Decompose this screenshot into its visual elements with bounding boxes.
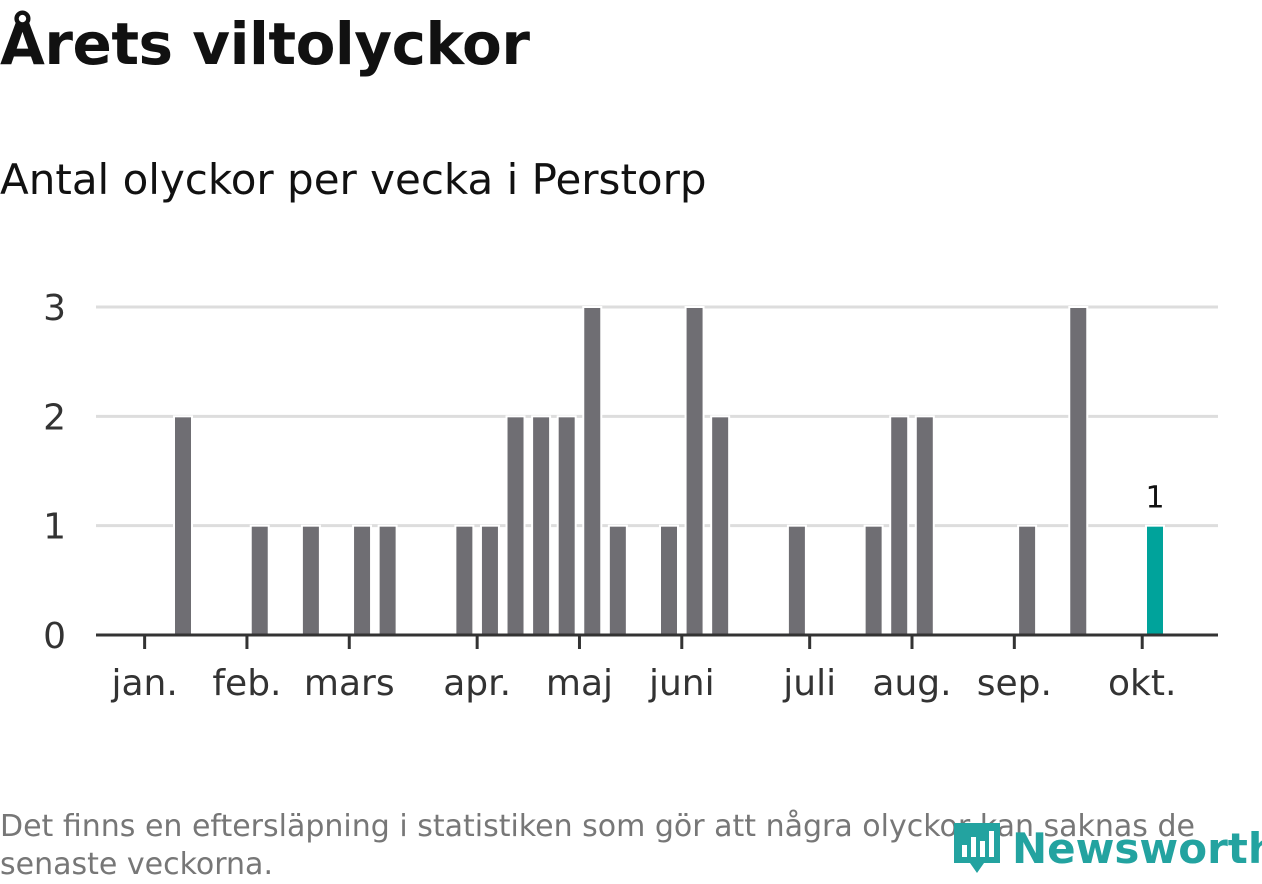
bar — [710, 415, 731, 637]
x-tick-label: sep. — [977, 663, 1052, 704]
y-tick-label: 1 — [43, 507, 66, 548]
bar — [249, 524, 270, 637]
y-tick-label: 2 — [43, 397, 66, 438]
bar — [914, 415, 935, 637]
bar — [1068, 306, 1089, 636]
bar — [531, 415, 552, 637]
bar — [300, 524, 321, 637]
x-tick-label: okt. — [1108, 663, 1176, 704]
newsworthy-logo-icon — [954, 823, 1000, 873]
bar — [454, 524, 475, 637]
x-tick-label: jan. — [110, 663, 177, 704]
chart-subtitle: Antal olyckor per vecka i Perstorp — [0, 155, 707, 204]
y-tick-label: 3 — [43, 288, 66, 329]
bar — [786, 524, 807, 637]
bar — [479, 524, 500, 637]
data-label: 1 — [1145, 481, 1164, 516]
x-tick-label: apr. — [443, 663, 511, 704]
bar — [889, 415, 910, 637]
bar — [582, 306, 603, 636]
bar — [377, 524, 398, 637]
axes — [96, 633, 1218, 649]
bar — [1017, 524, 1038, 637]
bar — [607, 524, 628, 637]
gridlines — [96, 305, 1218, 528]
labels: 0 1 2 3 1 jan. feb. mars apr. maj juni juli aug. sep.… — [43, 288, 1176, 704]
bar — [505, 415, 526, 637]
bar — [173, 415, 193, 637]
bar-chart: 0 1 2 3 1 jan. feb. mars apr. maj juni juli aug. sep.… — [43, 288, 1218, 704]
x-tick-label: feb. — [212, 663, 281, 704]
x-tick-label: aug. — [872, 663, 951, 704]
x-tick-label: juni — [648, 663, 715, 704]
bar — [556, 415, 577, 637]
x-tick-label: maj — [546, 663, 613, 704]
bar — [352, 524, 373, 637]
bar — [684, 306, 705, 636]
bars — [173, 306, 1165, 637]
y-tick-label: 0 — [43, 616, 66, 657]
x-tick-label: juli — [782, 663, 836, 704]
brand-name: Newsworthy — [1012, 823, 1262, 873]
x-tick-label: mars — [304, 663, 395, 704]
bar-highlight — [1145, 524, 1165, 637]
brand-logo: Newsworthy — [950, 818, 1262, 878]
bar — [863, 524, 884, 637]
bar — [659, 524, 679, 637]
chart-title: Årets viltolyckor — [0, 10, 530, 78]
